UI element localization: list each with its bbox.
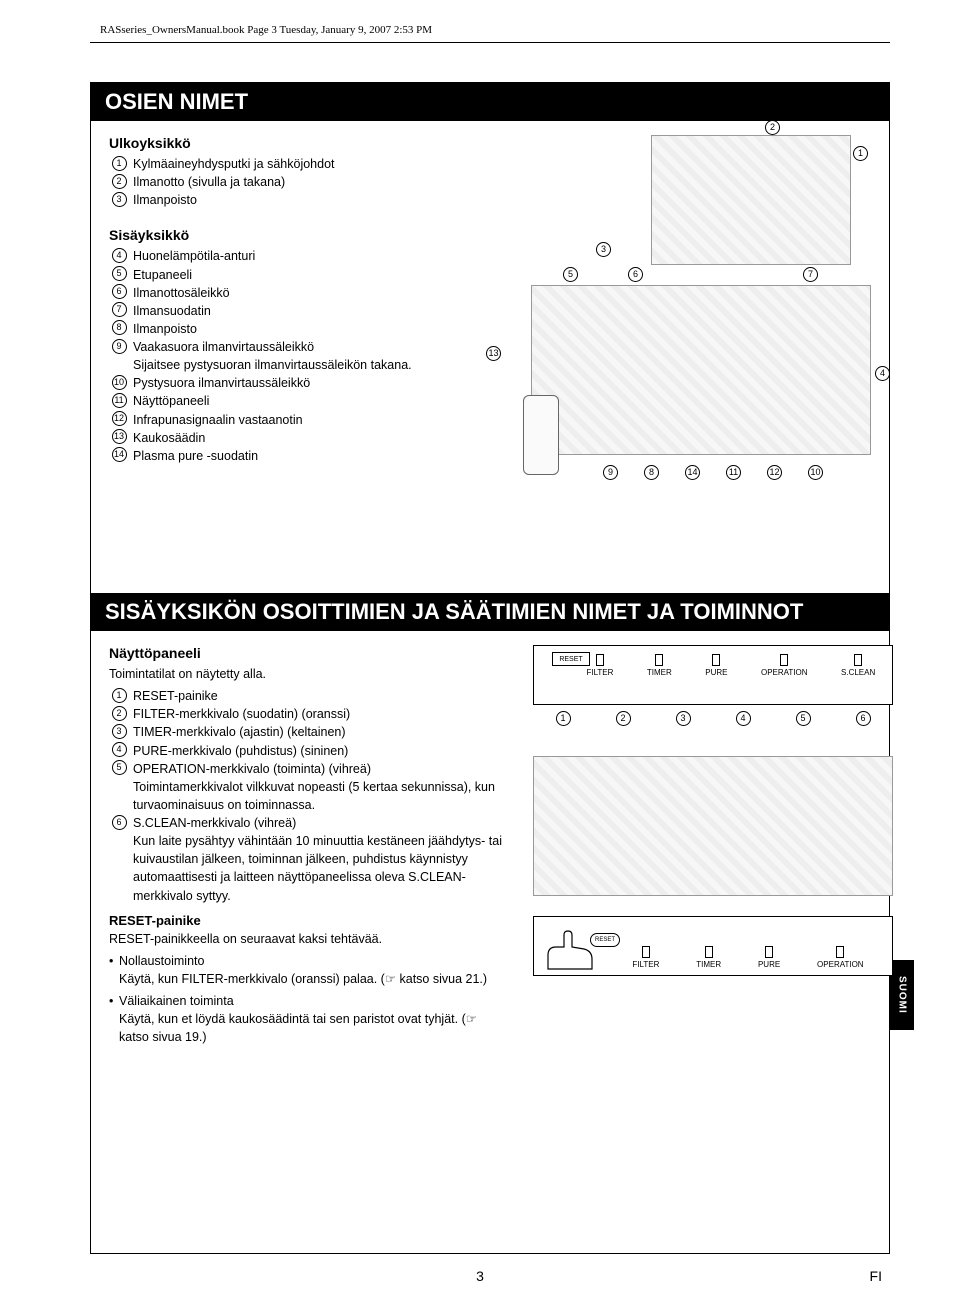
indoor-callouts-top: 5 6 7 bbox=[563, 267, 818, 282]
callout-9: 9 bbox=[603, 465, 618, 480]
reset-press-diagram: RESET FILTER TIMER PURE OPERATION bbox=[533, 916, 893, 976]
list-item: 5OPERATION-merkkivalo (toiminta) (vihreä… bbox=[109, 760, 509, 814]
indoor-callouts-bottom: 9 8 14 11 12 10 bbox=[603, 465, 823, 480]
callout-5: 5 bbox=[563, 267, 578, 282]
section1-title: OSIEN NIMET bbox=[91, 83, 889, 121]
press-label-pure: PURE bbox=[758, 946, 780, 969]
press-label-filter: FILTER bbox=[632, 946, 659, 969]
panel-callout-4: 4 bbox=[736, 711, 751, 726]
label-pure: PURE bbox=[705, 668, 727, 677]
indoor-unit-closed-diagram bbox=[533, 756, 893, 896]
indoor-unit-diagram: 13 4 bbox=[531, 285, 871, 455]
list-item: 9Vaakasuora ilmanvirtaussäleikkö Sijaits… bbox=[109, 338, 459, 374]
list-item: 6Ilmanottosäleikkö bbox=[109, 284, 459, 302]
reset-oval: RESET bbox=[590, 933, 620, 947]
content-frame: OSIEN NIMET Ulkoyksikkö 1Kylmäaineyhdysp… bbox=[90, 82, 890, 1254]
outdoor-list: 1Kylmäaineyhdysputki ja sähköjohdot2Ilma… bbox=[109, 155, 459, 209]
list-item: 1RESET-painike bbox=[109, 687, 509, 705]
label-operation: OPERATION bbox=[761, 668, 808, 677]
list-item: 6S.CLEAN-merkkivalo (vihreä) Kun laite p… bbox=[109, 814, 509, 905]
list-item: 3Ilmanpoisto bbox=[109, 191, 459, 209]
reset-heading: RESET-painike bbox=[109, 913, 509, 928]
list-item: 11Näyttöpaneeli bbox=[109, 392, 459, 410]
list-item: 8Ilmanpoisto bbox=[109, 320, 459, 338]
list-item: 4PURE-merkkivalo (puhdistus) (sininen) bbox=[109, 742, 509, 760]
list-item: 14Plasma pure -suodatin bbox=[109, 447, 459, 465]
indoor-list: 4Huonelämpötila-anturi5Etupaneeli6Ilmano… bbox=[109, 247, 459, 465]
reset-intro: RESET-painikkeella on seuraavat kaksi te… bbox=[109, 930, 509, 948]
panel-list: 1RESET-painike2FILTER-merkkivalo (suodat… bbox=[109, 687, 509, 905]
panel-callouts: 1 2 3 4 5 6 bbox=[533, 711, 893, 726]
bullet-item: Väliaikainen toiminta Käytä, kun et löyd… bbox=[109, 992, 509, 1046]
label-timer: TIMER bbox=[647, 668, 672, 677]
section2-title: SISÄYKSIKÖN OSOITTIMIEN JA SÄÄTIMIEN NIM… bbox=[91, 593, 889, 631]
book-header: RASseries_OwnersManual.book Page 3 Tuesd… bbox=[100, 24, 432, 36]
language-tab: SUOMI bbox=[890, 960, 914, 1030]
panel-callout-1: 1 bbox=[556, 711, 571, 726]
callout-14: 14 bbox=[685, 465, 700, 480]
hand-icon bbox=[540, 927, 600, 971]
callout-1: 1 bbox=[853, 146, 868, 161]
panel-callout-2: 2 bbox=[616, 711, 631, 726]
list-item: 2Ilmanotto (sivulla ja takana) bbox=[109, 173, 459, 191]
callout-6: 6 bbox=[628, 267, 643, 282]
reset-bullets: Nollaustoiminto Käytä, kun FILTER-merkki… bbox=[109, 952, 509, 1047]
list-item: 3TIMER-merkkivalo (ajastin) (keltainen) bbox=[109, 723, 509, 741]
list-item: 7Ilmansuodatin bbox=[109, 302, 459, 320]
outdoor-unit-diagram: 2 1 3 bbox=[651, 135, 851, 265]
panel-heading: Näyttöpaneeli bbox=[109, 645, 509, 661]
indoor-heading: Sisäyksikkö bbox=[109, 227, 459, 243]
header-rule bbox=[90, 42, 890, 43]
list-item: 10Pystysuora ilmanvirtaussäleikkö bbox=[109, 374, 459, 392]
remote-diagram bbox=[523, 395, 559, 475]
list-item: 13Kaukosäädin bbox=[109, 429, 459, 447]
list-item: 12Infrapunasignaalin vastaanotin bbox=[109, 411, 459, 429]
press-label-timer: TIMER bbox=[696, 946, 721, 969]
page-lang: FI bbox=[870, 1268, 882, 1284]
panel-label-row: . FILTER TIMER PURE OPERATION S.CLEAN bbox=[534, 668, 892, 677]
list-item: 5Etupaneeli bbox=[109, 266, 459, 284]
callout-4: 4 bbox=[875, 366, 890, 381]
page-number: 3 bbox=[476, 1268, 484, 1284]
panel-callout-3: 3 bbox=[676, 711, 691, 726]
press-labels: FILTER TIMER PURE OPERATION bbox=[614, 946, 882, 969]
callout-10: 10 bbox=[808, 465, 823, 480]
outdoor-heading: Ulkoyksikkö bbox=[109, 135, 459, 151]
callout-7: 7 bbox=[803, 267, 818, 282]
callout-12: 12 bbox=[767, 465, 782, 480]
label-filter: FILTER bbox=[586, 668, 613, 677]
reset-button-graphic: RESET bbox=[552, 652, 590, 666]
press-label-operation: OPERATION bbox=[817, 946, 864, 969]
list-item: 4Huonelämpötila-anturi bbox=[109, 247, 459, 265]
panel-callout-6: 6 bbox=[856, 711, 871, 726]
list-item: 1Kylmäaineyhdysputki ja sähköjohdot bbox=[109, 155, 459, 173]
callout-11: 11 bbox=[726, 465, 741, 480]
list-item: 2FILTER-merkkivalo (suodatin) (oranssi) bbox=[109, 705, 509, 723]
display-panel-diagram: RESET . FILTER TIMER PURE OPERATION S.CL… bbox=[533, 645, 893, 705]
panel-callout-5: 5 bbox=[796, 711, 811, 726]
label-sclean: S.CLEAN bbox=[841, 668, 875, 677]
callout-13: 13 bbox=[486, 346, 501, 361]
callout-2: 2 bbox=[765, 120, 780, 135]
panel-intro: Toimintatilat on näytetty alla. bbox=[109, 665, 509, 683]
callout-3: 3 bbox=[596, 242, 611, 257]
callout-8: 8 bbox=[644, 465, 659, 480]
bullet-item: Nollaustoiminto Käytä, kun FILTER-merkki… bbox=[109, 952, 509, 988]
